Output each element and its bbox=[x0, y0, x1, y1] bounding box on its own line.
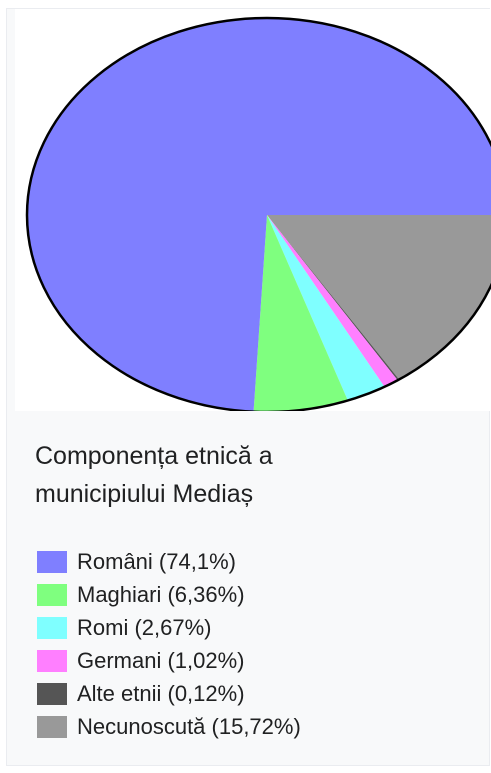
legend-swatch-romi bbox=[37, 616, 67, 639]
legend-swatch-necunoscuta bbox=[37, 715, 67, 738]
legend-label-necunoscuta: Necunoscută (15,72%) bbox=[77, 713, 301, 739]
legend-label-romi: Romi (2,67%) bbox=[77, 614, 212, 640]
legend-label-romani: Români (74,1%) bbox=[77, 548, 236, 574]
chart-caption: Componența etnică a municipiului Mediaș bbox=[35, 437, 475, 513]
caption-line-2: municipiului Mediaș bbox=[35, 480, 254, 508]
pie-slice-romani bbox=[27, 18, 491, 411]
legend-item-romani: Români (74,1%) bbox=[37, 545, 301, 578]
legend-swatch-germani bbox=[37, 649, 67, 672]
legend-item-germani: Germani (1,02%) bbox=[37, 644, 301, 677]
caption-line-1: Componența etnică a bbox=[35, 442, 273, 470]
legend: Români (74,1%) Maghiari (6,36%) Romi (2,… bbox=[37, 545, 301, 743]
pie-slice-alte-etnii bbox=[267, 215, 400, 381]
pie-slice-maghiari bbox=[253, 215, 348, 411]
pie-chart bbox=[25, 16, 491, 411]
pie-chart-area bbox=[15, 9, 491, 411]
legend-item-romi: Romi (2,67%) bbox=[37, 611, 301, 644]
pie-slice-germani bbox=[267, 215, 398, 387]
legend-item-maghiari: Maghiari (6,36%) bbox=[37, 578, 301, 611]
legend-swatch-maghiari bbox=[37, 583, 67, 606]
chart-container: Componența etnică a municipiului Mediaș … bbox=[6, 8, 491, 766]
legend-label-germani: Germani (1,02%) bbox=[77, 647, 245, 673]
legend-swatch-alte-etnii bbox=[37, 682, 67, 705]
pie-slice-romi bbox=[267, 215, 385, 401]
legend-item-necunoscuta: Necunoscută (15,72%) bbox=[37, 710, 301, 743]
legend-label-alte-etnii: Alte etnii (0,12%) bbox=[77, 680, 245, 706]
legend-item-alte-etnii: Alte etnii (0,12%) bbox=[37, 677, 301, 710]
legend-swatch-romani bbox=[37, 550, 67, 573]
legend-label-maghiari: Maghiari (6,36%) bbox=[77, 581, 245, 607]
pie-slice-necunoscuta bbox=[267, 215, 491, 380]
